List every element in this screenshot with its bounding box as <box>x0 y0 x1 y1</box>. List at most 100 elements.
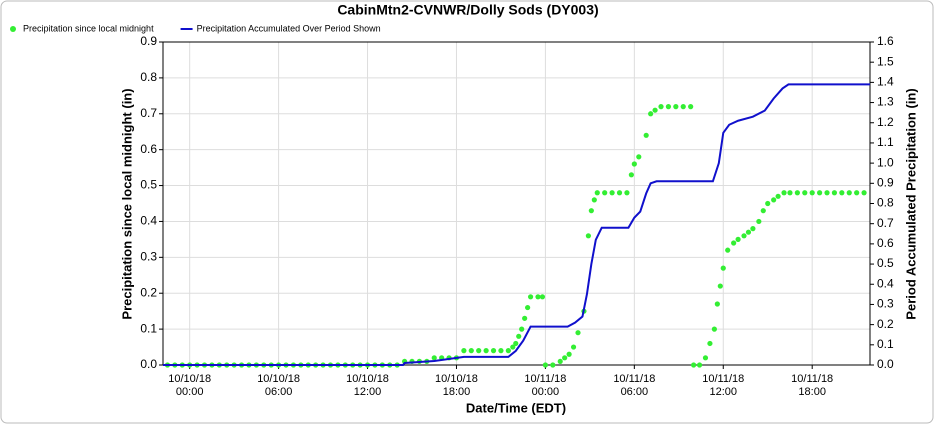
y-tick-label: 0.5 <box>140 178 157 192</box>
data-point <box>505 348 511 354</box>
data-point <box>602 190 608 196</box>
y2-tick-label: 1.4 <box>877 75 894 89</box>
data-point <box>570 344 577 350</box>
y2-tick-label: 0.0 <box>877 357 894 371</box>
data-point <box>802 190 808 196</box>
data-point <box>476 348 482 354</box>
data-point <box>525 304 531 311</box>
data-point <box>817 190 823 196</box>
data-point <box>624 190 630 196</box>
plot-border <box>162 41 871 366</box>
data-point <box>562 355 568 361</box>
legend-swatch <box>10 26 16 32</box>
y-tick-label: 0.0 <box>140 357 157 371</box>
data-point <box>725 247 731 253</box>
data-point <box>557 358 563 365</box>
data-point <box>735 236 741 242</box>
y2-tick-label: 0.3 <box>877 297 894 311</box>
data-point <box>498 348 504 354</box>
data-point <box>750 226 756 232</box>
data-point <box>831 190 838 196</box>
data-point <box>516 333 522 339</box>
data-point <box>714 301 720 307</box>
y-tick-label: 0.2 <box>140 285 157 299</box>
y2-tick-label: 0.4 <box>877 276 894 290</box>
y-tick-label: 0.1 <box>140 321 157 335</box>
data-point <box>691 362 697 368</box>
x-tick-label: 10/11/18 06:00 <box>613 373 656 398</box>
data-point <box>846 190 852 196</box>
data-point <box>720 265 726 271</box>
data-point <box>854 190 860 196</box>
data-point <box>643 132 649 138</box>
y2-tick-label: 1.0 <box>877 155 894 169</box>
y-tick-label: 0.9 <box>140 34 157 48</box>
data-point <box>665 104 672 110</box>
data-point <box>652 107 658 113</box>
data-point <box>490 348 497 354</box>
y-tick-label: 0.7 <box>140 106 157 120</box>
data-point <box>550 362 556 368</box>
y2-tick-label: 0.9 <box>877 175 894 189</box>
data-point <box>513 340 519 347</box>
data-point <box>483 348 489 354</box>
data-point <box>527 294 534 300</box>
legend-label: Precipitation Accumulated Over Period Sh… <box>197 23 381 33</box>
data-line <box>163 83 870 366</box>
data-point <box>680 104 686 110</box>
data-point <box>775 193 781 199</box>
y2-tick-label: 0.6 <box>877 236 894 250</box>
data-point <box>542 362 549 368</box>
data-point <box>673 104 679 110</box>
x-tick-label: 10/10/18 12:00 <box>346 373 389 398</box>
legend-label: Precipitation since local midnight <box>23 23 154 33</box>
y-tick-label: 0.8 <box>140 70 157 84</box>
y2-tick-label: 1.2 <box>877 115 894 129</box>
data-point <box>765 200 771 207</box>
data-point <box>566 351 572 357</box>
x-tick-label: 10/11/18 00:00 <box>524 373 567 398</box>
x-tick-label: 10/10/18 00:00 <box>168 373 212 398</box>
data-point <box>760 208 766 214</box>
data-point <box>824 190 830 196</box>
data-point <box>510 344 516 350</box>
data-point <box>696 362 703 368</box>
data-point <box>658 104 664 110</box>
y2-tick-label: 1.3 <box>877 95 894 109</box>
data-point <box>648 111 654 117</box>
data-point <box>539 294 546 300</box>
data-point <box>839 190 845 196</box>
x-tick-label: 10/11/18 12:00 <box>702 373 745 398</box>
chart-title: CabinMtn2-CVNWR/Dolly Sods (DY003) <box>337 2 598 18</box>
x-tick-label: 10/10/18 06:00 <box>257 373 301 398</box>
y-tick-label: 0.4 <box>140 214 157 228</box>
y2-tick-label: 1.1 <box>877 135 894 149</box>
y2-tick-label: 0.1 <box>877 337 894 351</box>
data-point <box>591 197 597 203</box>
plot-area <box>163 42 870 365</box>
data-point <box>731 240 737 246</box>
y2-tick-label: 0.5 <box>877 256 894 270</box>
y2-tick-label: 1.5 <box>877 54 894 68</box>
data-point <box>575 330 581 336</box>
data-point <box>628 172 634 178</box>
data-point <box>745 229 752 235</box>
data-point <box>861 190 867 196</box>
x-tick-label: 10/11/18 18:00 <box>791 373 834 398</box>
data-point <box>616 190 623 196</box>
data-point <box>787 190 793 196</box>
y-axis-title: Precipitation since local midnight (in) <box>119 88 134 319</box>
data-point <box>535 294 541 300</box>
data-point <box>688 104 694 110</box>
data-point <box>468 348 474 354</box>
y-tick-label: 0.6 <box>140 142 157 156</box>
x-tick-label: 10/10/18 18:00 <box>435 373 478 398</box>
data-point <box>711 326 717 332</box>
y2-tick-label: 0.2 <box>877 317 894 331</box>
data-point <box>522 315 528 321</box>
y2-axis-title: Period Accumulated Precipitation (in) <box>903 88 918 319</box>
y2-tick-label: 0.8 <box>877 196 894 210</box>
data-point <box>594 190 600 196</box>
